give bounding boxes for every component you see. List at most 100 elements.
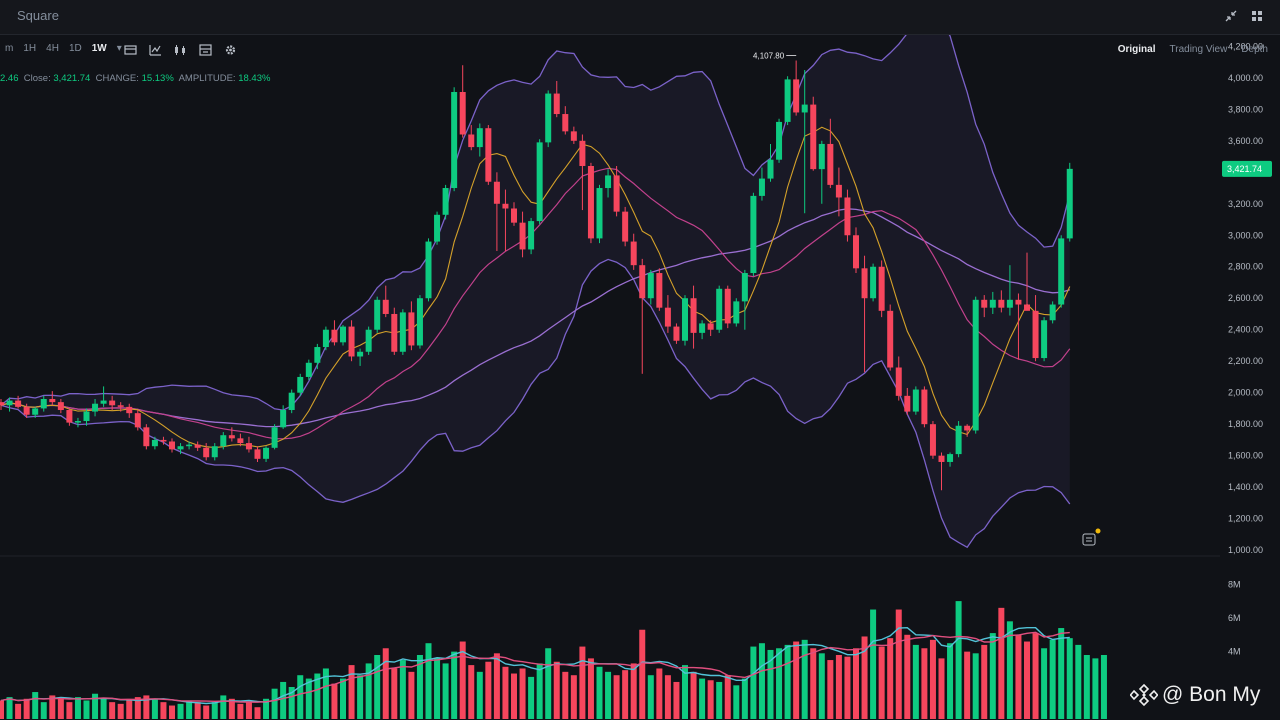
candle <box>656 268 663 311</box>
volume-bar <box>682 665 688 719</box>
change-label: CHANGE: <box>95 73 139 84</box>
volume-bar <box>870 609 877 719</box>
interval-minute[interactable]: m <box>5 43 14 54</box>
volume-bar <box>399 660 406 719</box>
chart-toolbar: m 1H 4H 1D 1W ▾ Original Trading View De… <box>0 36 1280 64</box>
candle <box>570 126 577 144</box>
candle <box>989 291 996 314</box>
open-value: 2.46 <box>0 73 19 84</box>
volume-bar <box>690 671 697 719</box>
candle <box>15 395 22 409</box>
price-tick-label: 2,000.00 <box>1228 388 1263 398</box>
volume-bar <box>374 655 381 719</box>
volume-bar <box>254 707 261 719</box>
current-price-tag: 3,421.74 <box>1222 160 1272 177</box>
high-price-marker: 4,107.80 <box>753 52 797 61</box>
volume-bar <box>280 681 287 719</box>
layout-icon[interactable] <box>199 44 212 56</box>
candle <box>545 90 552 148</box>
binance-logo-icon <box>1130 683 1158 707</box>
change-value: 15.13% <box>141 73 174 84</box>
candle <box>280 405 287 429</box>
volume-bar <box>776 648 783 719</box>
interval-1w[interactable]: 1W <box>91 43 107 54</box>
volume-bar <box>0 700 4 719</box>
volume-bar <box>938 658 945 719</box>
alert-icon[interactable] <box>1082 528 1101 546</box>
price-tick-label: 1,600.00 <box>1228 451 1263 461</box>
indicator-icon[interactable] <box>124 44 137 56</box>
volume-bar <box>511 673 517 719</box>
bollinger-band-fill <box>1 19 1070 548</box>
volume-bar <box>613 675 620 719</box>
collapse-icon[interactable] <box>1224 9 1238 23</box>
candle <box>49 391 56 406</box>
volume-bar <box>647 675 654 719</box>
candle <box>835 167 842 217</box>
candle <box>1015 293 1022 360</box>
grid-icon[interactable] <box>1250 9 1264 23</box>
volume-bar <box>955 601 962 719</box>
candle <box>220 432 227 450</box>
price-tick-label: 3,200.00 <box>1228 199 1263 209</box>
volume-bar <box>126 700 133 719</box>
price-tick-label: 1,000.00 <box>1228 545 1263 555</box>
high-price-label: 4,107.80 <box>753 52 785 61</box>
candles-icon[interactable] <box>174 44 187 56</box>
volume-bar <box>853 648 859 719</box>
candle <box>716 285 723 333</box>
candle <box>827 118 834 189</box>
view-trading-view[interactable]: Trading View <box>1169 44 1228 55</box>
price-tick-label: 1,200.00 <box>1228 514 1263 524</box>
draw-icon[interactable] <box>149 44 162 56</box>
volume-bar <box>818 653 825 719</box>
candle <box>664 295 671 333</box>
volume-bar <box>801 639 808 719</box>
interval-4h[interactable]: 4H <box>46 43 59 54</box>
candle <box>587 162 594 244</box>
candle <box>998 290 1005 313</box>
candle <box>468 125 475 151</box>
volume-bar <box>1041 648 1048 719</box>
candle <box>399 309 406 355</box>
volume-tick-label: 6M <box>1228 613 1241 623</box>
current-price-label: 3,421.74 <box>1227 164 1262 174</box>
candle <box>203 443 210 461</box>
candle <box>365 326 372 355</box>
caret-down-icon[interactable]: ▾ <box>116 43 122 54</box>
volume-bar <box>639 629 646 719</box>
candle <box>100 386 107 407</box>
close-label: Close: <box>23 73 51 84</box>
candle <box>553 80 560 118</box>
candle <box>186 441 193 450</box>
candle <box>194 441 201 451</box>
volume-bar <box>605 671 612 719</box>
settings-icon[interactable] <box>224 44 237 56</box>
volume-bar <box>596 666 603 719</box>
view-original[interactable]: Original <box>1117 44 1156 55</box>
volume-bar <box>365 663 372 719</box>
volume-bar <box>1092 658 1099 719</box>
volume-bar <box>391 668 398 719</box>
interval-1h[interactable]: 1H <box>23 43 37 54</box>
candle <box>1041 317 1048 362</box>
volume-bar <box>502 666 509 719</box>
candle <box>536 139 543 225</box>
candle <box>861 255 868 373</box>
candle <box>801 69 808 214</box>
volume-bar <box>245 702 252 719</box>
view-depth[interactable]: Depth <box>1241 44 1268 55</box>
volume-bar <box>1032 633 1039 719</box>
volume-bar <box>1024 641 1030 719</box>
ma-fast-line <box>0 126 1071 449</box>
volume-bar <box>947 643 954 719</box>
volume-axis: 8M 6M 4M <box>1228 579 1241 656</box>
volume-tick-label: 4M <box>1228 647 1241 657</box>
volume-bar <box>536 663 543 719</box>
candle <box>964 424 971 437</box>
volume-bar <box>297 675 304 719</box>
candle <box>750 192 757 277</box>
price-tick-label: 2,600.00 <box>1228 293 1263 303</box>
interval-1d[interactable]: 1D <box>68 43 82 54</box>
